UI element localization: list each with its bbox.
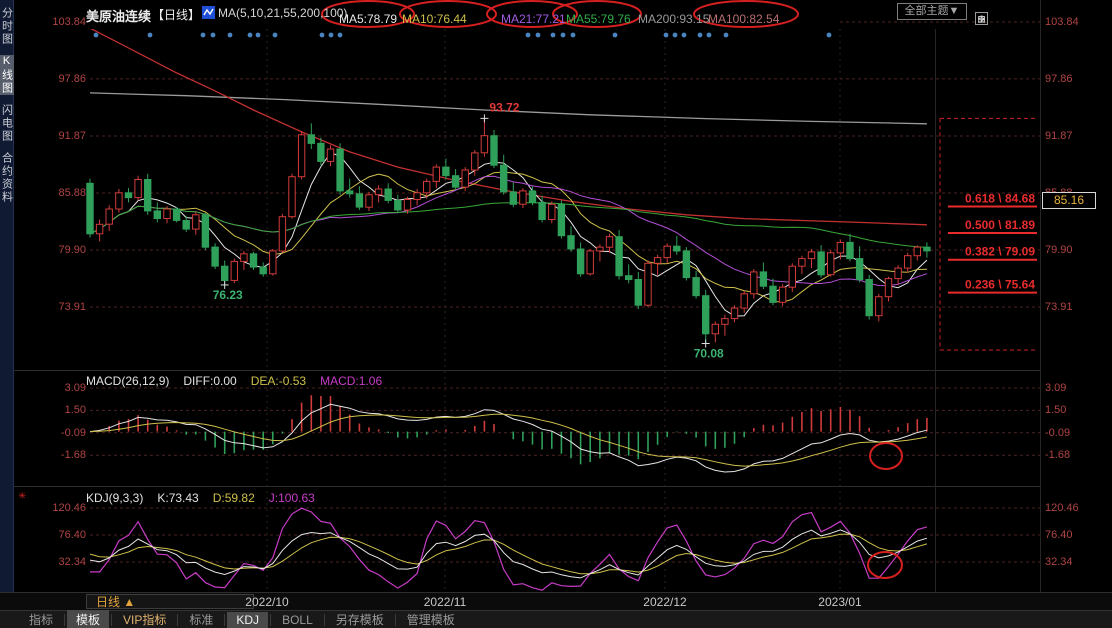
tab-save-template[interactable]: 另存模板: [335, 613, 384, 627]
tab-kdj[interactable]: KDJ: [227, 611, 269, 628]
kdj-j-value: J:100.63: [268, 491, 315, 505]
ma100-value: MA100:82.54: [708, 12, 780, 26]
last-price-tag: 85.16: [1042, 192, 1096, 209]
sidebar-item-flash-chart[interactable]: 闪电图: [0, 104, 13, 143]
svg-text:0.382 \ 79.09: 0.382 \ 79.09: [965, 245, 1035, 259]
kdj-d-value: D:59.82: [212, 491, 255, 505]
event-markers: [93, 32, 832, 38]
price-axis-label-left: 85.88: [58, 187, 86, 199]
tab-separator: [64, 613, 66, 626]
kdj-k-value: K:73.43: [157, 491, 199, 505]
month-label: 2022/12: [643, 595, 687, 609]
macd-params[interactable]: MACD(26,12,9): [86, 374, 170, 388]
price-axis-label-right: 79.90: [1045, 244, 1073, 256]
period-selector[interactable]: 日线 ▲: [86, 594, 254, 609]
macd-axis-label-left: -0.09: [60, 427, 86, 439]
tab-separator: [111, 613, 113, 626]
tab-standard[interactable]: 标准: [189, 613, 214, 627]
top-toolbar: 美原油连续 【日线】 MA(5,10,21,55,200,100) MA5:78…: [0, 0, 1112, 28]
macd-axis-label-left: -1.68: [60, 449, 86, 461]
sidebar-item-kline-chart[interactable]: K线图: [0, 55, 14, 95]
tab-manage-template[interactable]: 管理模板: [406, 613, 455, 627]
kdj-axis-label-left: 120.46: [52, 502, 86, 514]
macd-axis-label-left: 3.09: [64, 382, 86, 394]
ma-lines: [89, 29, 928, 317]
svg-text:0.236 \ 75.64: 0.236 \ 75.64: [965, 278, 1035, 292]
macd-axis-label-left: 1.50: [64, 404, 86, 416]
tab-separator: [177, 613, 179, 626]
tab-separator: [394, 613, 396, 626]
svg-text:93.72: 93.72: [489, 100, 519, 114]
candles: [86, 118, 931, 344]
price-axis-label-right: 97.86: [1045, 73, 1073, 85]
fibonacci-overlay: 0.618 \ 84.68 0.500 \ 81.89 0.382 \ 79.09 0…: [213, 100, 1037, 361]
sidebar-item-time-chart[interactable]: 分时图: [0, 7, 13, 46]
svg-text:0.618 \ 84.68: 0.618 \ 84.68: [965, 192, 1035, 206]
tab-separator: [270, 613, 272, 626]
macd-axis-label-right: 1.50: [1045, 404, 1067, 416]
tab-separator: [224, 613, 226, 626]
expand-panel-icon[interactable]: ⇥: [975, 12, 988, 25]
macd-axis-label-right: -1.68: [1045, 449, 1071, 461]
bottom-tab-bar: 指标 模板 VIP指标 标准 KDJ BOLL 另存模板 管理模板: [0, 610, 1112, 628]
tab-vip-indicators[interactable]: VIP指标: [123, 613, 167, 627]
kdj-header: KDJ(9,3,3) K:73.43 D:59.82 J:100.63: [86, 491, 315, 505]
ma-settings-label[interactable]: MA(5,10,21,55,200,100): [218, 6, 348, 20]
period-tag: 【日线】: [152, 8, 201, 22]
price-axis-label-left: 103.84: [52, 16, 86, 28]
kdj-axis-label-left: 32.34: [58, 556, 86, 568]
macd-plot: [89, 395, 928, 473]
indicator-chart-icon[interactable]: [202, 6, 215, 24]
kdj-axis-label-left: 76.40: [58, 529, 86, 541]
tab-boll[interactable]: BOLL: [282, 612, 313, 627]
svg-text:0.500 \ 81.89: 0.500 \ 81.89: [965, 218, 1035, 232]
kdj-params[interactable]: KDJ(9,3,3): [86, 491, 144, 505]
kdj-settings-icon[interactable]: ✳: [18, 491, 27, 502]
gridlines: [90, 21, 1040, 590]
date-axis-row: 日线 ▲ 2022/10 2022/11 2022/12 2023/01: [0, 592, 1112, 611]
price-axis-label-left: 97.86: [58, 73, 86, 85]
kdj-axis-label-right: 120.46: [1045, 502, 1079, 514]
tab-separator: [323, 613, 325, 626]
annotation-circles: [321, 0, 903, 579]
macd-axis-label-right: 3.09: [1045, 382, 1067, 394]
price-axis-label-left: 79.90: [58, 244, 86, 256]
ma21-value: MA21:77.21: [501, 12, 566, 26]
month-label: 2022/10: [245, 595, 289, 609]
svg-text:76.23: 76.23: [213, 288, 243, 302]
ma10-value: MA10:76.44: [402, 12, 467, 26]
month-label: 2022/11: [423, 595, 467, 609]
month-label: 2023/01: [818, 595, 862, 609]
macd-value: MACD:1.06: [320, 374, 383, 388]
price-axis-label-right: 91.87: [1045, 130, 1073, 142]
price-axis-label-right: 73.91: [1045, 301, 1073, 313]
sidebar-item-contract-info[interactable]: 合约资料: [0, 152, 13, 204]
contract-title: 美原油连续: [86, 9, 152, 24]
ma200-value: MA200:93.15: [638, 12, 710, 26]
macd-axis-label-right: -0.09: [1045, 427, 1071, 439]
price-axis-label-right: 103.84: [1045, 16, 1079, 28]
theme-selector-button[interactable]: 全部主题▼: [897, 3, 967, 20]
macd-dea-value: DEA:-0.53: [250, 374, 307, 388]
kdj-axis-label-right: 76.40: [1045, 529, 1073, 541]
kdj-plot: [89, 507, 928, 591]
svg-text:70.08: 70.08: [694, 347, 724, 361]
tab-indicators[interactable]: 指标: [29, 613, 54, 627]
price-axis-label-left: 73.91: [58, 301, 86, 313]
ma5-value: MA5:78.79: [339, 12, 398, 26]
tab-templates[interactable]: 模板: [67, 610, 110, 628]
price-axis-label-left: 91.87: [58, 130, 86, 142]
macd-header: MACD(26,12,9) DIFF:0.00 DEA:-0.53 MACD:1…: [86, 374, 382, 388]
kdj-axis-label-right: 32.34: [1045, 556, 1073, 568]
macd-diff-value: DIFF:0.00: [183, 374, 237, 388]
left-sidebar: 分时图 K线图闪电图合约资料: [0, 0, 14, 592]
ma55-value: MA55:79.76: [566, 12, 631, 26]
